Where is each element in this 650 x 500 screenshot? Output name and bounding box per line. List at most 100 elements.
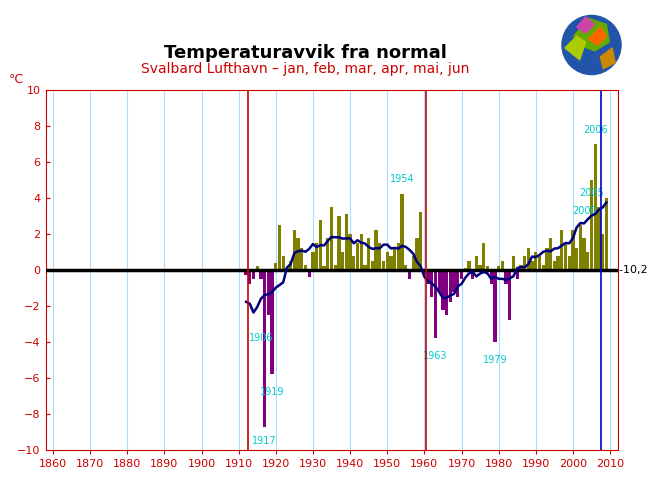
Bar xyxy=(582,238,586,270)
Bar xyxy=(586,252,590,270)
Polygon shape xyxy=(588,28,606,45)
Bar xyxy=(363,264,367,270)
Bar xyxy=(300,248,304,270)
Text: -10,2 °C: -10,2 °C xyxy=(619,265,650,275)
Bar xyxy=(419,212,422,270)
Bar xyxy=(549,238,552,270)
Bar xyxy=(500,261,504,270)
Bar xyxy=(448,270,452,302)
Bar xyxy=(567,256,571,270)
Text: 1954: 1954 xyxy=(390,174,415,184)
Text: 1919: 1919 xyxy=(260,387,284,397)
Bar xyxy=(523,256,526,270)
Text: 2005: 2005 xyxy=(579,188,604,198)
Text: 1963: 1963 xyxy=(423,351,448,361)
Bar xyxy=(389,256,393,270)
Bar xyxy=(526,248,530,270)
Bar xyxy=(411,256,415,270)
Bar xyxy=(460,270,463,279)
Bar xyxy=(330,207,333,270)
Bar xyxy=(292,230,296,270)
Circle shape xyxy=(562,16,621,74)
Bar xyxy=(504,270,508,284)
Polygon shape xyxy=(574,18,609,51)
Bar xyxy=(352,256,356,270)
Bar xyxy=(437,270,441,291)
Bar xyxy=(578,225,582,270)
Bar xyxy=(601,234,604,270)
Bar xyxy=(556,256,560,270)
Bar xyxy=(396,243,400,270)
Bar xyxy=(255,266,259,270)
Bar xyxy=(478,264,482,270)
Bar xyxy=(575,248,578,270)
Bar xyxy=(385,252,389,270)
Bar xyxy=(497,266,500,270)
Bar xyxy=(356,243,359,270)
Polygon shape xyxy=(565,36,586,60)
Bar xyxy=(474,256,478,270)
Bar xyxy=(378,243,382,270)
Bar xyxy=(296,238,300,270)
Bar xyxy=(434,270,437,338)
Bar xyxy=(374,230,378,270)
Bar xyxy=(512,256,515,270)
Text: 2000: 2000 xyxy=(572,206,597,216)
Bar xyxy=(597,207,601,270)
Bar xyxy=(590,180,593,270)
Bar xyxy=(270,270,274,374)
Bar xyxy=(322,266,326,270)
Bar xyxy=(404,264,408,270)
Bar xyxy=(430,270,434,297)
Bar xyxy=(456,270,460,297)
Bar xyxy=(337,216,341,270)
Bar xyxy=(307,270,311,277)
Bar xyxy=(489,270,493,284)
Text: 1906: 1906 xyxy=(249,333,273,343)
Text: Svalbard Lufthavn – jan, feb, mar, apr, mai, jun: Svalbard Lufthavn – jan, feb, mar, apr, … xyxy=(141,62,470,76)
Bar xyxy=(244,270,248,276)
Bar xyxy=(515,270,519,279)
Bar xyxy=(519,264,523,270)
Bar xyxy=(482,243,486,270)
Bar xyxy=(415,238,419,270)
Bar xyxy=(493,270,497,342)
Bar xyxy=(333,264,337,270)
Bar xyxy=(445,270,448,315)
Bar xyxy=(530,261,534,270)
Bar xyxy=(281,256,285,270)
Bar xyxy=(278,225,281,270)
Text: °C: °C xyxy=(8,74,23,86)
Bar xyxy=(304,264,307,270)
Bar xyxy=(326,238,330,270)
Bar xyxy=(318,220,322,270)
Bar xyxy=(552,261,556,270)
Bar xyxy=(311,252,315,270)
Bar xyxy=(315,243,318,270)
Bar xyxy=(564,243,567,270)
Bar xyxy=(393,248,396,270)
Bar xyxy=(534,252,538,270)
Bar xyxy=(370,261,374,270)
Bar xyxy=(426,270,430,284)
Bar xyxy=(274,263,278,270)
Text: Temperaturavvik fra normal: Temperaturavvik fra normal xyxy=(164,44,447,62)
Bar xyxy=(289,261,292,270)
Bar xyxy=(367,238,370,270)
Bar xyxy=(382,261,385,270)
Bar xyxy=(348,234,352,270)
Bar xyxy=(259,270,263,279)
Bar xyxy=(400,194,404,270)
Bar xyxy=(604,198,608,270)
Polygon shape xyxy=(577,17,595,33)
Bar xyxy=(471,270,474,279)
Bar xyxy=(571,230,575,270)
Bar xyxy=(266,270,270,315)
Bar xyxy=(508,270,512,320)
Text: 1979: 1979 xyxy=(482,354,507,364)
Bar xyxy=(560,230,564,270)
Bar xyxy=(263,270,266,426)
Bar xyxy=(486,266,489,270)
Bar xyxy=(341,252,344,270)
Bar xyxy=(545,248,549,270)
